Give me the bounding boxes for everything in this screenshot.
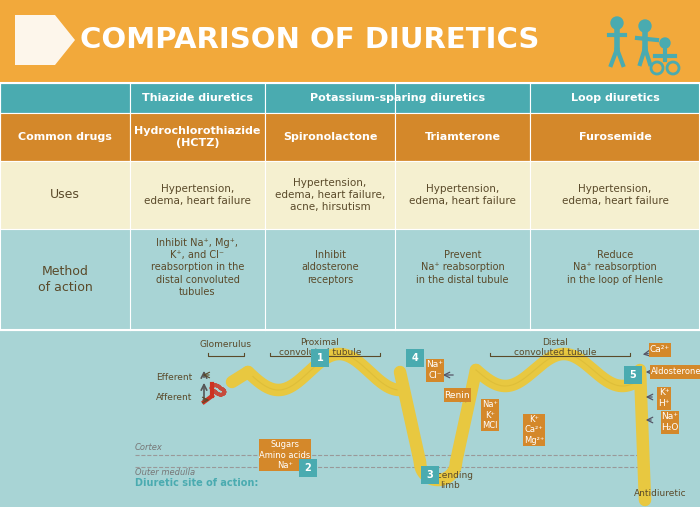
Text: Ca²⁺: Ca²⁺ bbox=[650, 345, 670, 354]
Bar bbox=[0, 161, 130, 229]
Text: Na⁺
Cl⁻: Na⁺ Cl⁻ bbox=[426, 360, 444, 380]
FancyBboxPatch shape bbox=[649, 343, 671, 357]
FancyBboxPatch shape bbox=[481, 399, 499, 431]
Text: 2: 2 bbox=[304, 463, 312, 473]
Text: Loop diuretics: Loop diuretics bbox=[570, 93, 659, 103]
Circle shape bbox=[639, 20, 651, 32]
Text: 3: 3 bbox=[426, 470, 433, 480]
FancyBboxPatch shape bbox=[311, 349, 329, 367]
Text: Common drugs: Common drugs bbox=[18, 132, 112, 142]
Text: Triamterone: Triamterone bbox=[424, 132, 500, 142]
Text: Diuretic site of action:: Diuretic site of action: bbox=[135, 478, 258, 488]
Text: Cortex: Cortex bbox=[135, 443, 163, 452]
Text: Sugars
Amino acids
Na⁺: Sugars Amino acids Na⁺ bbox=[260, 440, 311, 470]
FancyBboxPatch shape bbox=[624, 366, 642, 384]
Text: Furosemide: Furosemide bbox=[579, 132, 652, 142]
FancyBboxPatch shape bbox=[406, 349, 424, 367]
Text: Efferent: Efferent bbox=[155, 374, 192, 382]
Bar bbox=[530, 113, 700, 161]
Bar bbox=[530, 161, 700, 229]
Bar bbox=[265, 113, 395, 161]
Bar bbox=[0, 229, 700, 507]
Text: Aldosterone: Aldosterone bbox=[651, 368, 700, 377]
FancyBboxPatch shape bbox=[426, 358, 444, 381]
Text: Antidiuretic: Antidiuretic bbox=[634, 489, 686, 498]
Text: Outer medulla: Outer medulla bbox=[135, 468, 195, 477]
Text: Spironolactone: Spironolactone bbox=[283, 132, 377, 142]
Circle shape bbox=[660, 38, 670, 48]
Text: Hydrochlorothiazide
(HCTZ): Hydrochlorothiazide (HCTZ) bbox=[134, 126, 260, 148]
Bar bbox=[265, 83, 395, 113]
Bar bbox=[530, 83, 700, 113]
Text: Proximal
convoluted tubule: Proximal convoluted tubule bbox=[279, 338, 361, 357]
FancyBboxPatch shape bbox=[421, 466, 439, 484]
Text: Hypertension,
edema, heart failure: Hypertension, edema, heart failure bbox=[144, 184, 251, 206]
FancyBboxPatch shape bbox=[299, 459, 317, 477]
Text: Na⁺
K⁺
MCl: Na⁺ K⁺ MCl bbox=[482, 400, 498, 430]
Text: Afferent: Afferent bbox=[155, 393, 192, 403]
FancyBboxPatch shape bbox=[650, 365, 700, 379]
Bar bbox=[0, 113, 130, 161]
Text: 4: 4 bbox=[412, 353, 419, 363]
FancyBboxPatch shape bbox=[259, 439, 311, 471]
Bar bbox=[395, 113, 530, 161]
Polygon shape bbox=[15, 15, 75, 65]
Bar bbox=[395, 83, 530, 113]
Text: Inhibit
aldosterone
receptors: Inhibit aldosterone receptors bbox=[301, 250, 359, 285]
Text: Ascending
limb: Ascending limb bbox=[426, 470, 473, 490]
FancyBboxPatch shape bbox=[661, 411, 679, 433]
Text: Reduce
Na⁺ reabsorption
in the loop of Henle: Reduce Na⁺ reabsorption in the loop of H… bbox=[567, 250, 663, 285]
Bar bbox=[0, 83, 700, 330]
Text: Distal
convoluted tubule: Distal convoluted tubule bbox=[514, 338, 596, 357]
Bar bbox=[130, 113, 265, 161]
Text: Glomerulus: Glomerulus bbox=[200, 340, 252, 349]
Text: K⁺
Ca²⁺
Mg²⁺: K⁺ Ca²⁺ Mg²⁺ bbox=[524, 415, 544, 445]
Text: Potassium-sparing diuretics: Potassium-sparing diuretics bbox=[310, 93, 485, 103]
Text: Uses: Uses bbox=[50, 189, 80, 201]
Text: Na⁺
H₂O: Na⁺ H₂O bbox=[662, 412, 679, 431]
FancyBboxPatch shape bbox=[523, 414, 545, 446]
Text: Thiazide diuretics: Thiazide diuretics bbox=[142, 93, 253, 103]
Bar bbox=[130, 161, 265, 229]
Bar bbox=[265, 161, 395, 229]
Bar bbox=[0, 0, 700, 80]
Text: Hypertension,
edema, heart failure: Hypertension, edema, heart failure bbox=[561, 184, 668, 206]
Text: Method
of action: Method of action bbox=[38, 265, 92, 294]
Text: COMPARISON OF DIURETICS: COMPARISON OF DIURETICS bbox=[80, 26, 540, 54]
Bar bbox=[130, 83, 265, 113]
Text: Prevent
Na⁺ reabsorption
in the distal tubule: Prevent Na⁺ reabsorption in the distal t… bbox=[416, 250, 509, 285]
Text: K⁺
H⁺: K⁺ H⁺ bbox=[658, 388, 670, 408]
Text: Hypertension,
edema, heart failure: Hypertension, edema, heart failure bbox=[409, 184, 516, 206]
FancyBboxPatch shape bbox=[444, 388, 470, 402]
Text: 1: 1 bbox=[316, 353, 323, 363]
Text: Inhibit Na⁺, Mg⁺,
K⁺, and Cl⁻
reabsorption in the
distal convoluted
tubules: Inhibit Na⁺, Mg⁺, K⁺, and Cl⁻ reabsorpti… bbox=[150, 238, 244, 297]
Bar bbox=[0, 83, 700, 330]
FancyBboxPatch shape bbox=[657, 386, 671, 410]
Bar bbox=[395, 161, 530, 229]
Circle shape bbox=[611, 17, 623, 29]
Text: 5: 5 bbox=[629, 370, 636, 380]
Text: Renin: Renin bbox=[444, 390, 470, 400]
Text: Hypertension,
edema, heart failure,
acne, hirsutism: Hypertension, edema, heart failure, acne… bbox=[275, 177, 385, 212]
Bar bbox=[0, 83, 130, 113]
